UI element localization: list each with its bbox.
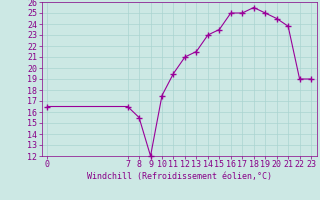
X-axis label: Windchill (Refroidissement éolien,°C): Windchill (Refroidissement éolien,°C) [87,172,272,181]
